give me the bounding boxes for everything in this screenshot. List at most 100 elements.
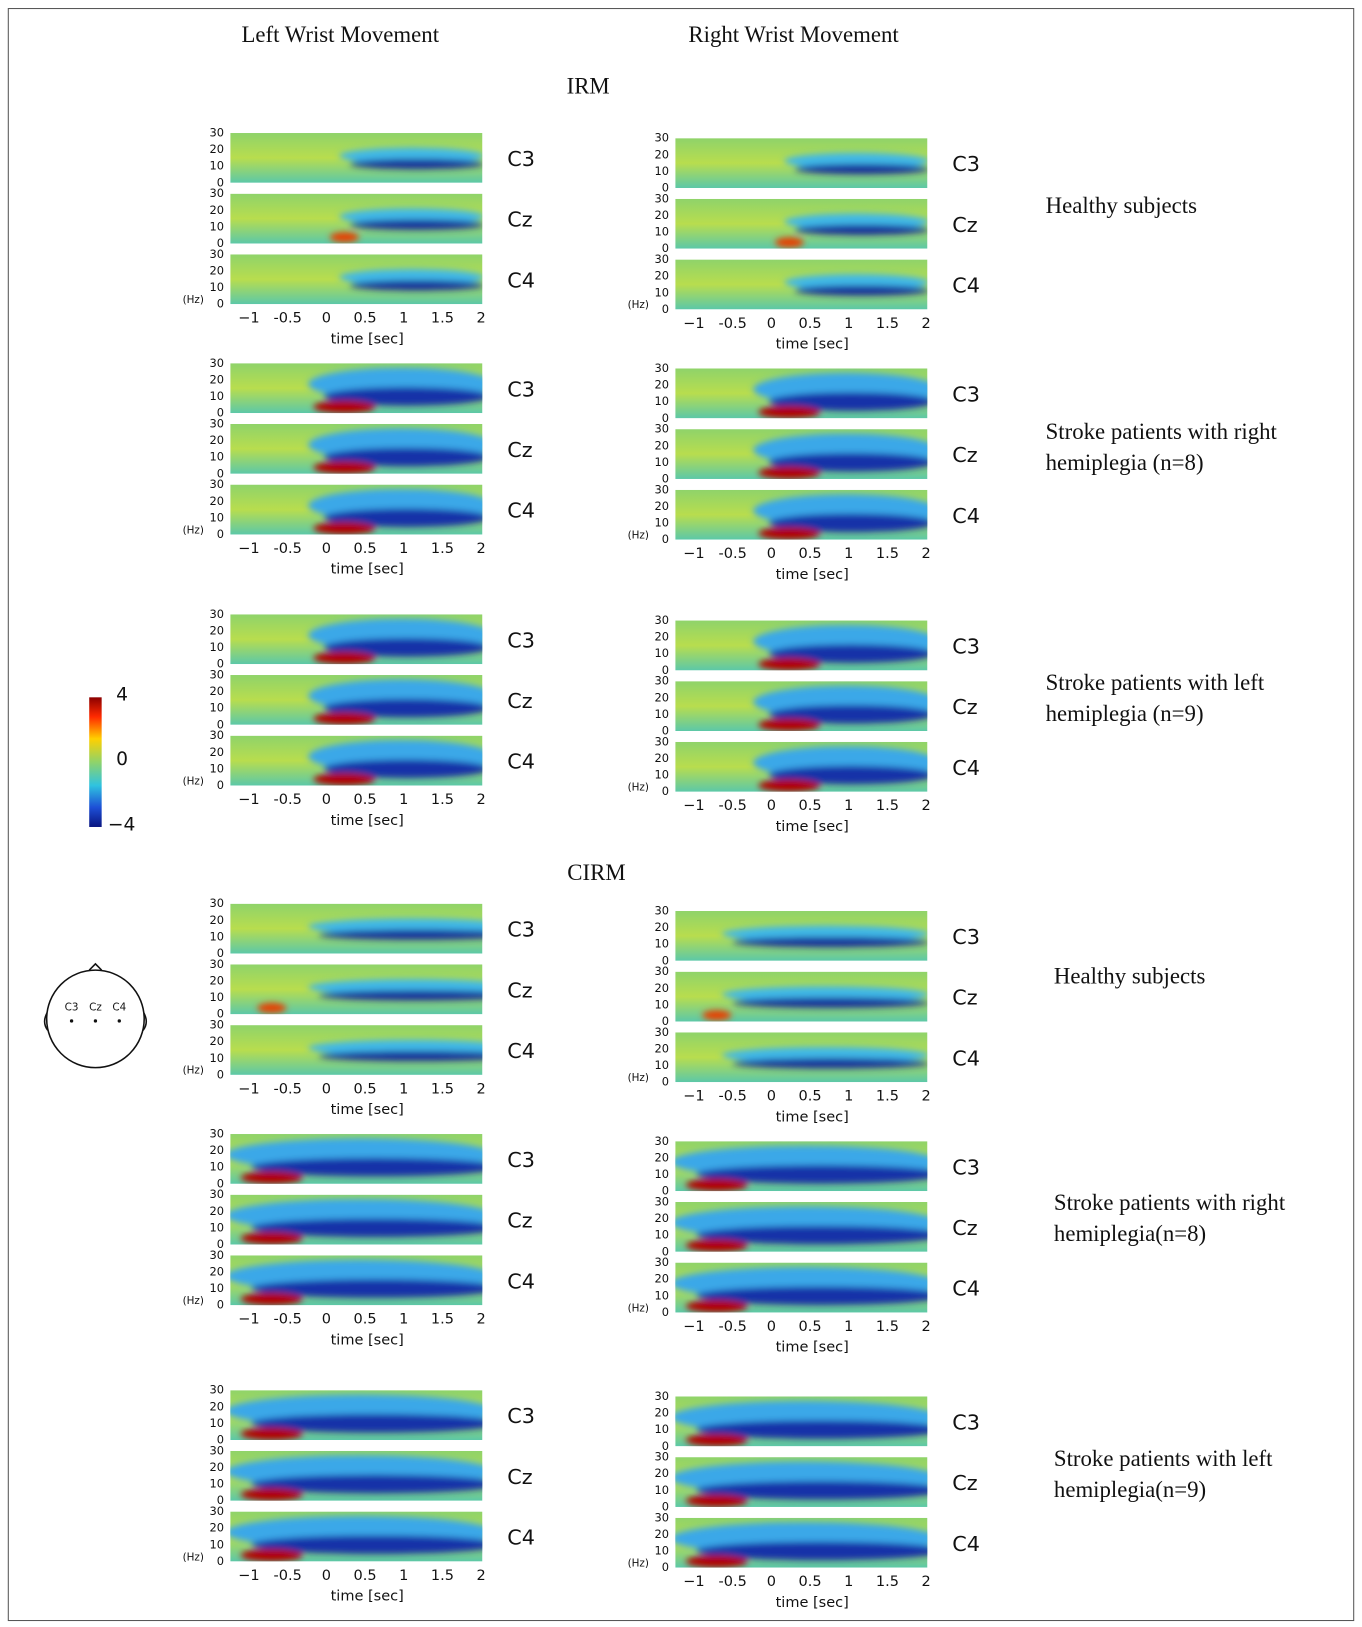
spectrogram-panel: 0 10 20 30 C3 0 10 20 30 Cz 0 10 20 30 C4 (Hz) −1 -0.5 0 0.… <box>183 126 535 348</box>
x-tick-label: −1 <box>683 1319 704 1335</box>
y-tick-label: 30 <box>655 482 670 496</box>
x-tick-label: −1 <box>683 798 704 814</box>
channel-label: C3 <box>952 1410 980 1434</box>
y-tick-label: 20 <box>210 494 225 508</box>
y-tick-label: 10 <box>210 701 225 715</box>
y-tick-label: 30 <box>655 1255 670 1269</box>
spectrogram <box>675 1457 928 1507</box>
y-tick-label: 30 <box>210 896 225 910</box>
x-axis-label: time [sec] <box>331 331 404 347</box>
y-tick-label: 10 <box>655 1422 670 1436</box>
y-tick-label: 0 <box>662 532 669 546</box>
y-tick-label: 30 <box>655 964 670 978</box>
y-tick-label: 30 <box>210 247 225 261</box>
x-tick-label: 0 <box>767 546 776 562</box>
y-tick-label: 30 <box>210 1383 225 1397</box>
y-tick-label: 10 <box>655 164 670 178</box>
x-tick-label: -0.5 <box>718 1089 746 1105</box>
y-tick-label: 30 <box>210 1443 225 1457</box>
x-tick-label: 2 <box>921 1319 930 1335</box>
y-tick-label: 30 <box>655 613 670 627</box>
y-tick-label: 10 <box>210 1160 225 1174</box>
electrode-label: C4 <box>112 1001 126 1013</box>
x-tick-label: 0.5 <box>798 1089 821 1105</box>
y-tick-label: 10 <box>655 1544 670 1558</box>
y-tick-label: 10 <box>210 389 225 403</box>
spectrogram <box>230 484 483 535</box>
group-label: Healthy subjects <box>1046 193 1198 218</box>
channel-label: C4 <box>507 1269 535 1293</box>
spectrogram <box>675 1517 928 1568</box>
channel-label: C4 <box>507 499 535 523</box>
y-tick-label: 20 <box>655 1272 670 1286</box>
x-tick-label: −1 <box>683 1089 704 1105</box>
x-tick-label: 1.5 <box>431 541 454 557</box>
y-tick-label: 20 <box>655 630 670 644</box>
channel-label: Cz <box>952 695 977 719</box>
x-tick-label: 1 <box>399 792 408 808</box>
y-tick-label: 10 <box>655 1228 670 1242</box>
y-tick-label: 30 <box>655 1450 670 1464</box>
y-tick-label: 0 <box>217 466 224 480</box>
y-tick-label: 10 <box>655 646 670 660</box>
y-tick-label: 10 <box>210 450 225 464</box>
y-unit-label: (Hz) <box>628 529 649 541</box>
x-tick-label: 2 <box>921 546 930 562</box>
channel-label: C3 <box>507 377 535 401</box>
y-tick-label: 20 <box>655 1041 670 1055</box>
y-unit-label: (Hz) <box>183 294 204 306</box>
x-tick-label: -0.5 <box>718 1319 746 1335</box>
y-tick-label: 20 <box>655 499 670 513</box>
x-tick-label: 0.5 <box>798 546 821 562</box>
x-tick-label: 2 <box>921 1089 930 1105</box>
y-tick-label: 30 <box>655 1134 670 1148</box>
y-tick-label: 10 <box>210 1477 225 1491</box>
x-tick-label: 0 <box>767 1089 776 1105</box>
y-unit-label: (Hz) <box>628 1557 649 1569</box>
x-tick-label: -0.5 <box>273 541 301 557</box>
spectrogram-panel: 0 10 20 30 C3 0 10 20 30 Cz 0 10 20 30 C4 (Hz) −1 -0.5 0 0.… <box>183 356 535 578</box>
y-tick-label: 20 <box>210 142 225 156</box>
x-axis-label: time [sec] <box>776 819 849 835</box>
x-tick-label: 0.5 <box>798 1574 821 1590</box>
y-tick-label: 20 <box>655 378 670 392</box>
x-tick-label: 1.5 <box>876 316 899 332</box>
x-tick-label: 1.5 <box>431 311 454 327</box>
y-tick-label: 20 <box>210 745 225 759</box>
x-tick-label: 0.5 <box>798 1319 821 1335</box>
y-tick-label: 10 <box>210 1416 225 1430</box>
group-label: Stroke patients with right <box>1054 1190 1286 1215</box>
y-tick-label: 0 <box>662 1244 669 1258</box>
spectrogram <box>230 903 483 954</box>
x-tick-label: 1 <box>399 541 408 557</box>
spectrogram <box>230 254 483 305</box>
frame <box>7 8 1355 1622</box>
y-tick-label: 0 <box>662 1499 669 1513</box>
x-tick-label: 2 <box>476 792 485 808</box>
y-tick-label: 30 <box>210 186 225 200</box>
x-tick-label: 0.5 <box>353 311 376 327</box>
x-tick-label: 1 <box>844 546 853 562</box>
y-tick-label: 20 <box>655 147 670 161</box>
spectrogram <box>675 259 928 310</box>
y-tick-label: 10 <box>655 394 670 408</box>
spectrogram <box>230 1390 483 1441</box>
y-tick-label: 30 <box>655 131 670 145</box>
y-tick-label: 20 <box>210 1034 225 1048</box>
y-tick-label: 30 <box>210 1127 225 1141</box>
y-unit-label: (Hz) <box>183 524 204 536</box>
y-tick-label: 10 <box>210 1537 225 1551</box>
channel-label: Cz <box>507 689 532 713</box>
x-tick-label: 0 <box>322 1312 331 1328</box>
spectrogram-panel: 0 10 20 30 C3 0 10 20 30 Cz 0 10 20 30 C4 (Hz) −1 -0.5 0 0.… <box>183 607 535 829</box>
x-axis-label: time [sec] <box>776 1340 849 1356</box>
y-tick-label: 0 <box>217 657 224 671</box>
spectrogram <box>675 1141 928 1192</box>
channel-label: C3 <box>952 152 980 176</box>
y-tick-label: 30 <box>210 728 225 742</box>
spectrogram <box>675 198 928 249</box>
y-tick-label: 30 <box>210 957 225 971</box>
channel-label: C3 <box>952 382 980 406</box>
x-tick-label: -0.5 <box>273 1312 301 1328</box>
x-tick-label: 2 <box>476 1568 485 1584</box>
